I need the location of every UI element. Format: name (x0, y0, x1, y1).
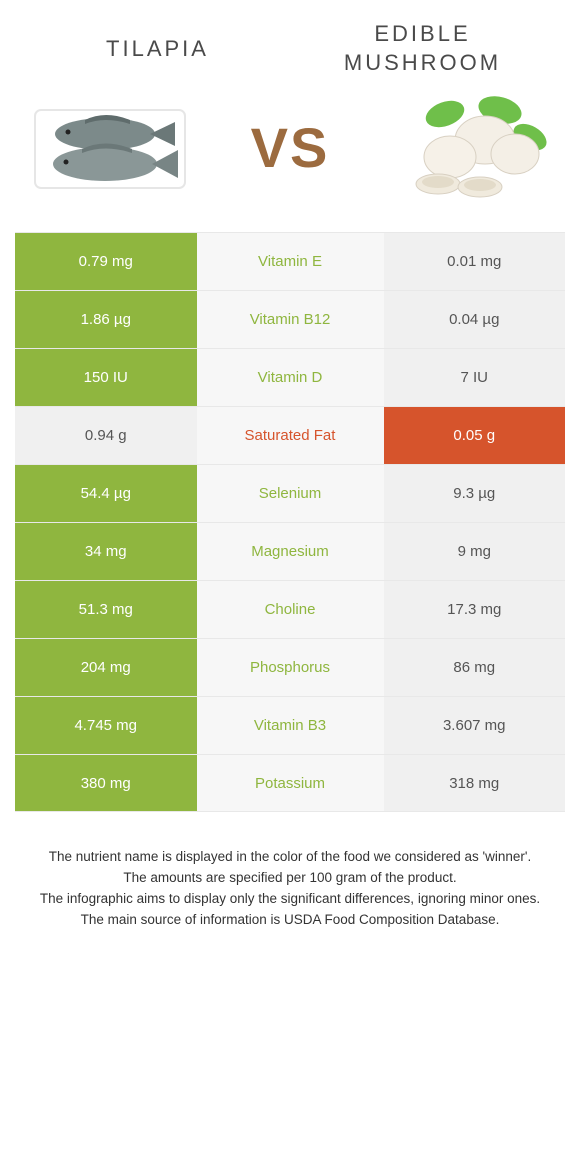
nutrient-name: Vitamin B12 (197, 291, 384, 348)
footnote-line: The nutrient name is displayed in the co… (25, 847, 555, 868)
nutrient-name: Saturated Fat (197, 407, 384, 464)
left-food-title: Tilapia (25, 36, 290, 62)
nutrient-name: Choline (197, 581, 384, 638)
left-value: 4.745 mg (15, 697, 197, 754)
vs-label: VS (251, 115, 330, 180)
right-value: 86 mg (384, 639, 566, 696)
left-value: 150 IU (15, 349, 197, 406)
table-row: 1.86 µgVitamin B120.04 µg (15, 290, 565, 348)
nutrient-name: Vitamin E (197, 233, 384, 290)
nutrient-name: Vitamin D (197, 349, 384, 406)
mushroom-image (385, 87, 555, 207)
left-value: 0.79 mg (15, 233, 197, 290)
left-value: 1.86 µg (15, 291, 197, 348)
table-row: 34 mgMagnesium9 mg (15, 522, 565, 580)
table-row: 4.745 mgVitamin B33.607 mg (15, 696, 565, 754)
right-value: 318 mg (384, 755, 566, 811)
table-row: 204 mgPhosphorus86 mg (15, 638, 565, 696)
right-value: 9.3 µg (384, 465, 566, 522)
nutrient-name: Phosphorus (197, 639, 384, 696)
right-value: 0.05 g (384, 407, 566, 464)
table-row: 0.94 gSaturated Fat0.05 g (15, 406, 565, 464)
tilapia-image (25, 87, 195, 207)
nutrient-name: Magnesium (197, 523, 384, 580)
nutrient-name: Selenium (197, 465, 384, 522)
nutrient-name: Vitamin B3 (197, 697, 384, 754)
right-value: 0.01 mg (384, 233, 566, 290)
right-food-title: Ediblemushroom (290, 20, 555, 77)
right-value: 9 mg (384, 523, 566, 580)
vs-row: VS (15, 87, 565, 207)
nutrient-table: 0.79 mgVitamin E0.01 mg1.86 µgVitamin B1… (15, 232, 565, 812)
right-value: 3.607 mg (384, 697, 566, 754)
table-row: 0.79 mgVitamin E0.01 mg (15, 232, 565, 290)
header: Tilapia Ediblemushroom (15, 20, 565, 87)
table-row: 51.3 mgCholine17.3 mg (15, 580, 565, 638)
nutrient-name: Potassium (197, 755, 384, 811)
left-value: 34 mg (15, 523, 197, 580)
left-value: 54.4 µg (15, 465, 197, 522)
right-value: 0.04 µg (384, 291, 566, 348)
table-row: 54.4 µgSelenium9.3 µg (15, 464, 565, 522)
table-row: 150 IUVitamin D7 IU (15, 348, 565, 406)
footnote-line: The infographic aims to display only the… (25, 889, 555, 910)
footnote-line: The main source of information is USDA F… (25, 910, 555, 931)
footnotes: The nutrient name is displayed in the co… (15, 847, 565, 931)
left-value: 380 mg (15, 755, 197, 811)
right-value: 7 IU (384, 349, 566, 406)
left-value: 51.3 mg (15, 581, 197, 638)
left-value: 0.94 g (15, 407, 197, 464)
table-row: 380 mgPotassium318 mg (15, 754, 565, 812)
footnote-line: The amounts are specified per 100 gram o… (25, 868, 555, 889)
left-value: 204 mg (15, 639, 197, 696)
right-value: 17.3 mg (384, 581, 566, 638)
